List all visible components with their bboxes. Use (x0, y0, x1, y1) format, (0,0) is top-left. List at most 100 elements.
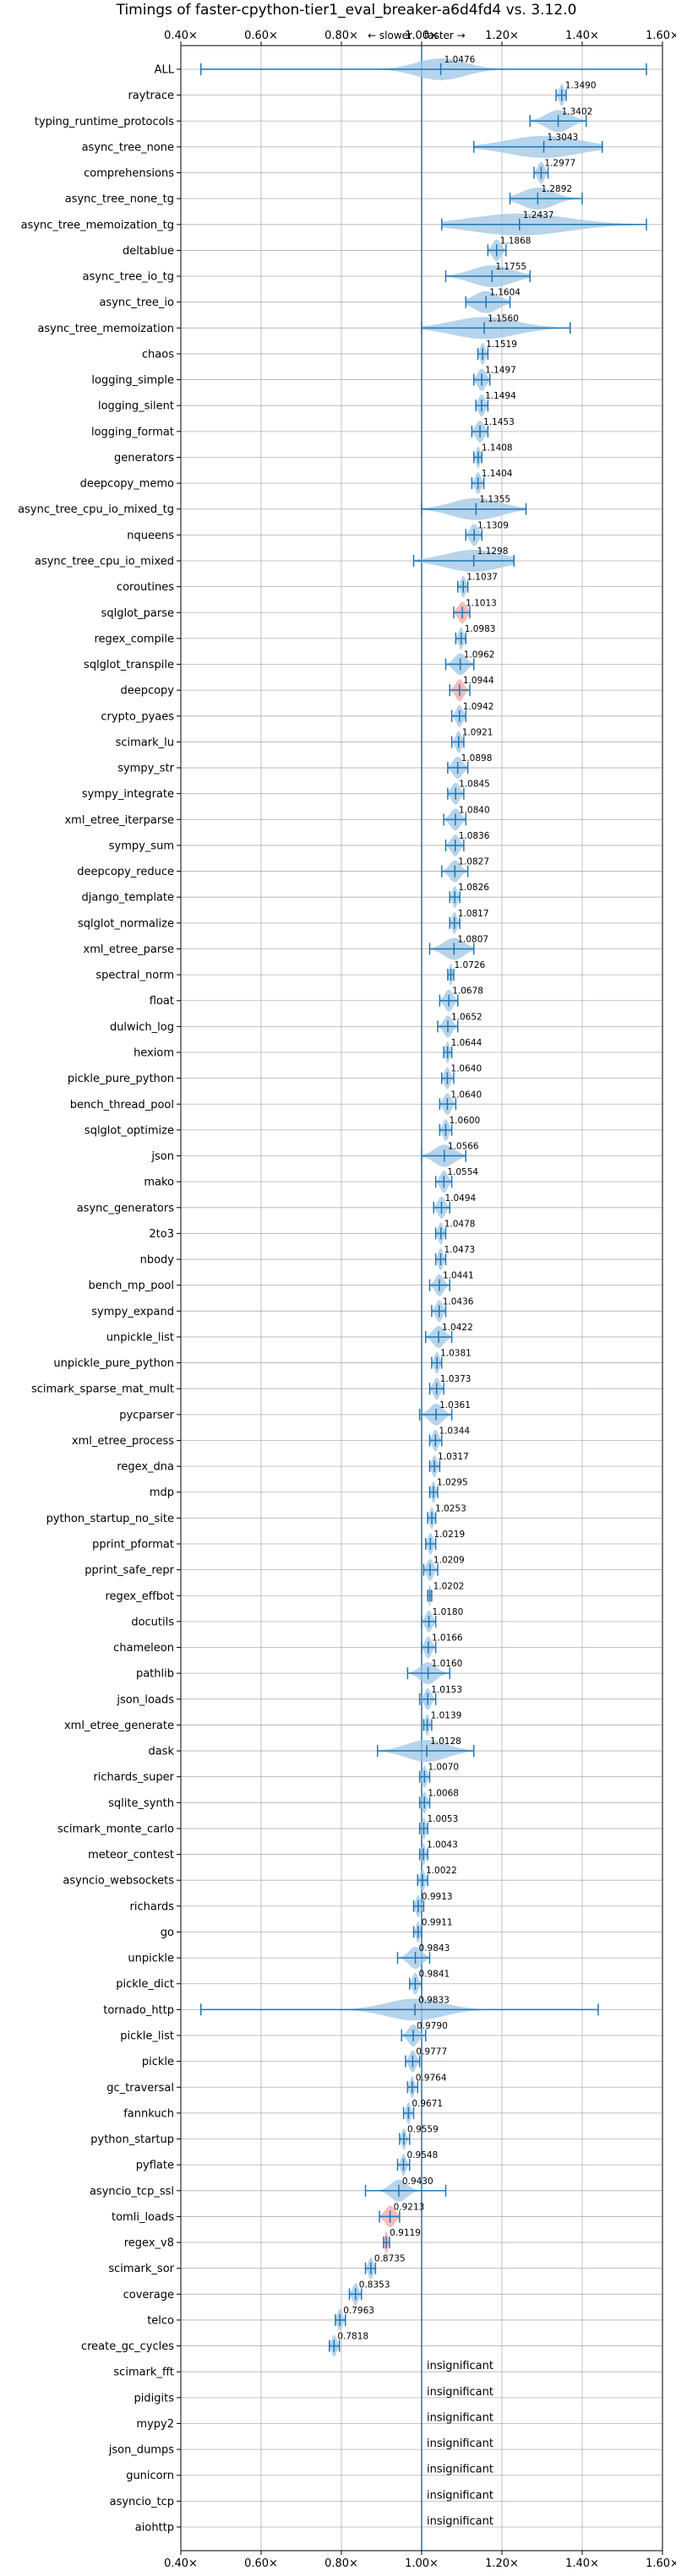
category-label: async_tree_io_tg (83, 271, 174, 284)
category-label: sqlglot_parse (101, 607, 174, 620)
value-label: 0.9559 (407, 2125, 439, 2135)
category-label: meteor_contest (88, 1849, 174, 1861)
value-label: 1.0473 (444, 1245, 475, 1255)
category-label: mdp (150, 1486, 174, 1499)
category-label: python_startup_no_site (46, 1513, 174, 1525)
value-label: 1.1355 (479, 495, 510, 505)
category-label: ALL (155, 64, 175, 77)
value-label: 1.2437 (523, 210, 554, 220)
category-label: pprint_safe_repr (84, 1564, 174, 1577)
category-label: sympy_integrate (82, 788, 174, 801)
category-label: pathlib (136, 1668, 174, 1681)
category-label: deepcopy_memo (80, 478, 174, 491)
category-label: async_tree_io (99, 296, 174, 309)
category-label: aiohttp (135, 2522, 174, 2535)
category-label: tornado_http (103, 2004, 174, 2017)
category-label: 2to3 (149, 1228, 174, 1241)
value-label: 1.1309 (477, 520, 509, 530)
value-label: 1.0836 (459, 831, 490, 841)
category-label: dulwich_log (110, 1021, 174, 1034)
value-label: 1.0944 (463, 676, 494, 686)
category-label: typing_runtime_protocols (35, 116, 174, 128)
value-label: 1.0817 (458, 909, 489, 919)
value-label: 1.0640 (450, 1064, 482, 1074)
value-label: 1.0317 (438, 1452, 469, 1462)
category-label: regex_effbot (105, 1590, 174, 1603)
category-label: async_tree_memoization_tg (21, 219, 174, 231)
insignificant-label: insignificant (427, 2411, 493, 2424)
value-label: 1.0600 (450, 1116, 481, 1126)
value-label: 0.8353 (359, 2280, 390, 2290)
category-label: mako (144, 1177, 174, 1189)
x-tick-label-bottom: 0.80× (324, 2557, 358, 2570)
category-label: chaos (142, 348, 174, 361)
value-label: 1.0295 (437, 1478, 468, 1488)
value-label: 1.0180 (433, 1607, 464, 1617)
value-label: 1.0826 (458, 883, 489, 893)
value-label: 1.1037 (466, 573, 498, 583)
plot-frame (180, 45, 663, 2552)
value-label: 1.1868 (500, 236, 532, 246)
value-label: 1.0153 (431, 1685, 462, 1695)
category-label: scimark_lu (116, 736, 174, 749)
value-label: 1.0160 (432, 1659, 463, 1669)
category-label: tomli_loads (112, 2211, 174, 2224)
value-label: 0.9430 (402, 2177, 433, 2187)
x-tick-label-bottom: 0.60× (244, 2557, 278, 2570)
value-label: 1.0478 (444, 1219, 476, 1229)
value-label: 0.9843 (419, 1943, 450, 1954)
category-label: mypy2 (136, 2418, 174, 2431)
value-label: 1.0139 (431, 1710, 462, 1720)
value-label: 0.9548 (407, 2150, 439, 2160)
category-label: asyncio_websockets (63, 1875, 174, 1888)
value-label: 1.1408 (482, 443, 513, 453)
value-label: 1.3402 (562, 106, 593, 117)
category-label: async_tree_cpu_io_mixed_tg (18, 503, 174, 516)
category-label: scimark_sparse_mat_mult (31, 1383, 174, 1396)
x-tick-label-top: 0.80× (324, 30, 358, 42)
category-label: async_tree_none_tg (65, 193, 174, 206)
value-label: 0.9790 (417, 2021, 448, 2031)
category-label: sympy_str (117, 763, 174, 775)
category-label: sqlite_synth (108, 1797, 174, 1810)
value-label: 1.0361 (439, 1400, 471, 1410)
value-label: 1.1404 (482, 469, 513, 479)
category-label: pycparser (119, 1409, 174, 1421)
category-label: pickle_pure_python (68, 1073, 174, 1085)
value-label: 1.0678 (452, 986, 483, 997)
value-label: 1.0166 (432, 1633, 463, 1644)
x-tick-label-top: 1.60× (646, 30, 676, 42)
category-label: json_dumps (108, 2444, 174, 2457)
category-label: asyncio_tcp_ssl (90, 2185, 174, 2198)
value-label: 1.0898 (461, 753, 493, 764)
value-label: 1.1560 (488, 313, 519, 323)
category-label: pickle_dict (116, 1978, 174, 1991)
category-label: gunicorn (126, 2470, 174, 2482)
category-label: async_tree_none (82, 141, 174, 154)
category-label: scimark_monte_carlo (57, 1823, 174, 1835)
value-label: 1.0494 (444, 1193, 476, 1204)
value-label: 1.0253 (435, 1503, 466, 1514)
value-label: 1.1497 (485, 366, 516, 376)
category-label: generators (114, 452, 174, 465)
value-label: 1.0845 (459, 780, 490, 790)
category-label: unpickle (128, 1953, 174, 1965)
category-label: deepcopy_reduce (77, 866, 174, 878)
category-label: xml_etree_process (72, 1435, 174, 1448)
category-label: regex_v8 (124, 2237, 174, 2250)
category-label: pidigits (134, 2392, 175, 2405)
x-tick-label-top: 1.00× (405, 30, 439, 42)
category-label: pyflate (136, 2160, 174, 2172)
value-label: 1.0344 (439, 1426, 470, 1436)
value-label: 1.2892 (541, 184, 572, 194)
category-label: comprehensions (84, 167, 174, 180)
category-label: coverage (123, 2289, 174, 2302)
category-label: nbody (140, 1254, 175, 1267)
category-label: sqlglot_optimize (84, 1124, 174, 1137)
value-label: 1.1519 (486, 340, 517, 350)
x-tick-label-bottom: 1.40× (565, 2557, 599, 2570)
value-label: 0.7963 (343, 2306, 374, 2316)
category-label: unpickle_list (106, 1331, 174, 1344)
value-label: 1.0840 (459, 805, 490, 815)
